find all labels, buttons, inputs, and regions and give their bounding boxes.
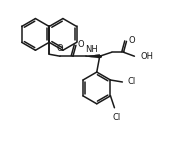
Polygon shape (86, 54, 100, 58)
Text: Cl: Cl (112, 113, 120, 122)
Text: O: O (57, 44, 63, 53)
Text: NH: NH (85, 45, 98, 54)
Text: O: O (128, 36, 135, 45)
Text: OH: OH (140, 52, 153, 61)
Text: O: O (78, 40, 84, 49)
Text: Cl: Cl (127, 76, 136, 86)
